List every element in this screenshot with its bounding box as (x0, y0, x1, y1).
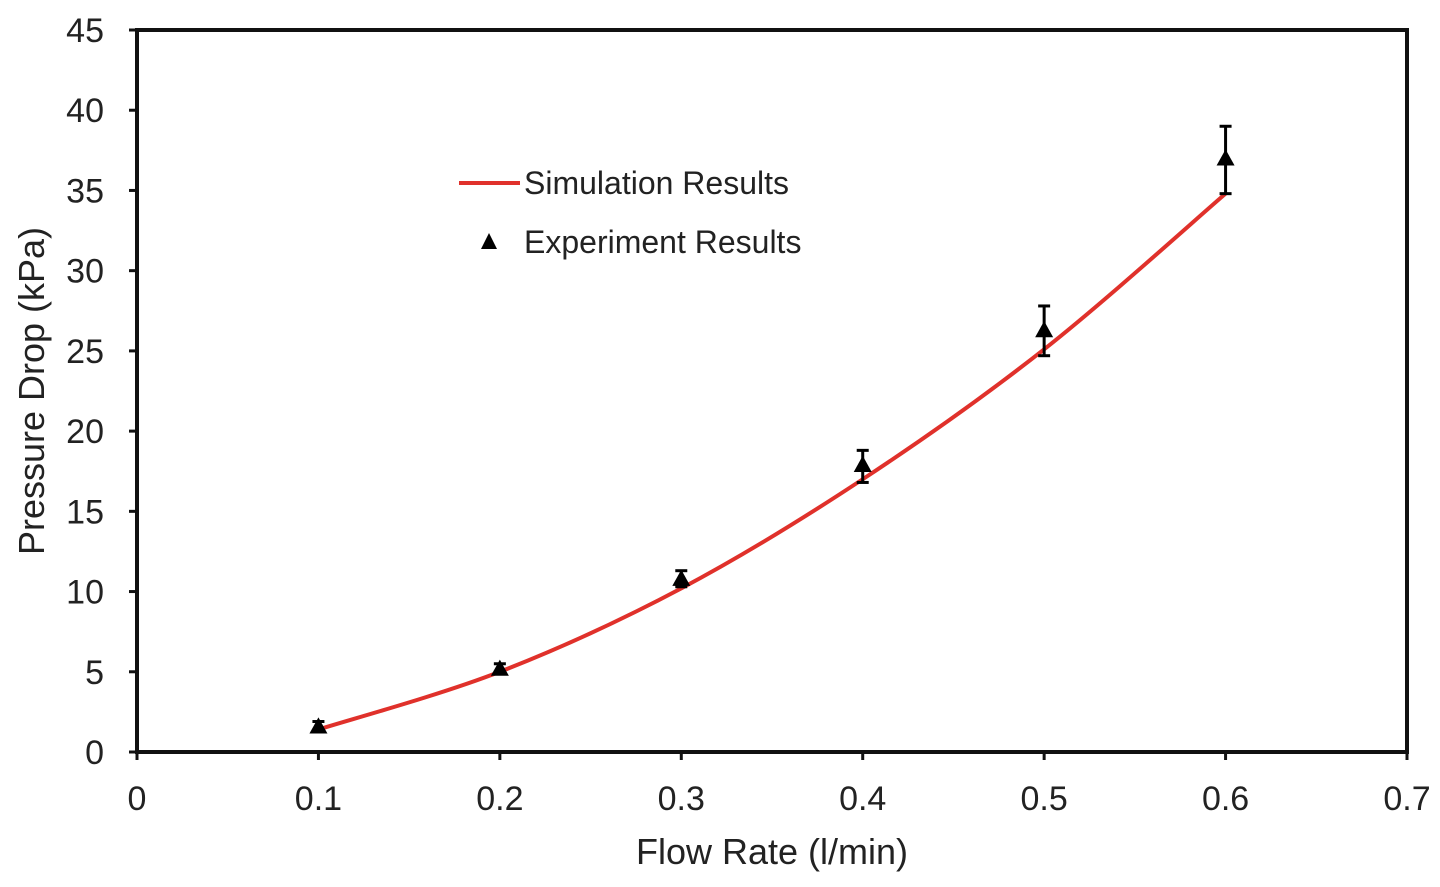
x-axis-ticks: 0 0.1 0.2 0.3 0.4 0.5 0.6 0.7 (128, 752, 1431, 818)
y-axis-title: Pressure Drop (kPa) (11, 227, 52, 555)
x-tick-label: 0.4 (839, 780, 886, 818)
x-tick-label: 0.5 (1021, 780, 1068, 818)
legend-simulation-label: Simulation Results (524, 165, 789, 201)
experiment-point (1035, 321, 1054, 338)
experiment-point (309, 717, 328, 734)
experiment-point (672, 569, 691, 586)
experiment-point (490, 659, 509, 676)
y-tick-label: 40 (66, 92, 104, 130)
x-tick-label: 0.6 (1202, 780, 1249, 818)
plot-frame (135, 28, 1409, 754)
y-axis-ticks: 0 5 10 15 20 25 30 35 40 45 (66, 12, 137, 772)
y-tick-label: 30 (66, 253, 104, 291)
simulation-line (317, 192, 1227, 732)
y-tick-label: 20 (66, 413, 104, 451)
x-tick-label: 0.7 (1383, 780, 1430, 818)
y-tick-label: 45 (66, 12, 104, 50)
y-tick-label: 10 (66, 574, 104, 612)
y-tick-label: 25 (66, 333, 104, 371)
series-layer (309, 124, 1235, 734)
legend-experiment-label: Experiment Results (524, 224, 801, 260)
x-axis-title: Flow Rate (l/min) (636, 831, 908, 872)
x-tick-label: 0.2 (476, 780, 523, 818)
legend: Simulation Results Experiment Results (459, 165, 801, 260)
experiment-point (1216, 149, 1235, 166)
experiment-point (853, 455, 872, 473)
x-tick-label: 0.1 (295, 780, 342, 818)
legend-experiment-marker (481, 233, 497, 249)
x-tick-label: 0.3 (658, 780, 705, 818)
y-tick-label: 15 (66, 493, 104, 531)
x-tick-label: 0 (128, 780, 147, 818)
y-tick-label: 35 (66, 172, 104, 210)
y-tick-label: 5 (85, 654, 104, 692)
y-tick-label: 0 (85, 734, 104, 772)
